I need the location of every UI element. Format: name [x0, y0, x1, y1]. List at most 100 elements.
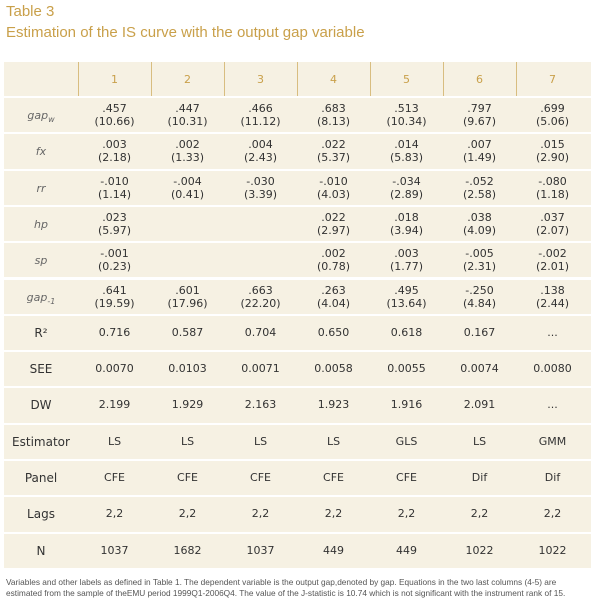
t-statistic: (5.37) [316, 151, 351, 165]
coefficient: -.030 [246, 174, 275, 188]
table-cell: 0.0071 [241, 362, 280, 376]
t-statistic: (10.31) [167, 115, 208, 128]
coefficient: .447 [175, 102, 200, 115]
t-statistic: (19.59) [94, 296, 135, 310]
column-header: 3 [257, 73, 264, 86]
t-statistic: (3.94) [389, 223, 424, 237]
t-statistic: (22.20) [240, 296, 281, 310]
table-cell: 0.650 [317, 325, 350, 339]
table-cell: .138 (2.44) [516, 284, 589, 310]
table-cell: Dif [544, 471, 561, 484]
row-label: Estimator [12, 434, 70, 449]
table-cell: .513 (10.34) [370, 102, 443, 128]
table-cell: 1022 [538, 543, 567, 557]
label-text: fx [35, 145, 47, 159]
coefficient: .038 [467, 210, 492, 224]
coefficient: .015 [540, 138, 565, 152]
row-label: gapw [4, 109, 78, 124]
table-number: Table 3 [6, 3, 55, 20]
t-statistic: (2.01) [535, 260, 570, 274]
table-row [4, 206, 591, 242]
t-statistic: (2.90) [535, 151, 570, 165]
table-cell: CFE [177, 471, 198, 484]
t-statistic: (4.03) [316, 187, 351, 201]
coefficient: .004 [248, 138, 273, 152]
t-statistic: (10.34) [386, 115, 427, 128]
table-cell: -.005 (2.31) [443, 247, 516, 273]
coefficient: .007 [467, 138, 492, 152]
t-statistic: (17.96) [167, 296, 208, 310]
t-statistic: (10.66) [94, 115, 135, 128]
coefficient: .263 [321, 283, 346, 297]
t-statistic: (0.41) [170, 187, 205, 201]
row-label: Lags [27, 507, 55, 522]
coefficient: .037 [540, 210, 565, 224]
table-cell: 449 [323, 543, 344, 557]
t-statistic: (11.12) [240, 115, 281, 128]
row-label: gap-1 [4, 291, 78, 306]
table-cell: Dif [471, 471, 488, 484]
coefficient: .003 [394, 247, 419, 261]
coefficient: -.004 [173, 174, 202, 188]
table-cell: -.250 (4.84) [443, 284, 516, 310]
table-row [4, 352, 591, 387]
table-cell: .004 (2.43) [224, 138, 297, 164]
row-label: sp [4, 254, 78, 267]
coefficient: .002 [175, 138, 200, 152]
table-cell: GLS [395, 434, 418, 448]
t-statistic: (0.78) [316, 260, 351, 274]
table-cell: 0.618 [390, 325, 423, 339]
row-label: DW [30, 398, 52, 413]
table-cell: ... [547, 325, 558, 339]
column-separator [443, 62, 444, 96]
t-statistic: (9.67) [462, 115, 497, 128]
coefficient: .641 [102, 283, 127, 297]
column-header: 6 [476, 73, 483, 86]
coefficient: .003 [102, 138, 127, 152]
column-separator [78, 62, 79, 96]
table-cell: LS [253, 434, 268, 448]
t-statistic: (2.43) [243, 151, 278, 165]
table-row [4, 170, 591, 205]
coefficient: .663 [248, 283, 273, 297]
label-text: sp [34, 254, 48, 268]
column-header: 2 [184, 73, 191, 86]
coefficient: .699 [540, 102, 565, 115]
t-statistic: (8.13) [316, 115, 351, 128]
table-cell: 1037 [246, 543, 275, 557]
table-cell: .022 (5.37) [297, 138, 370, 164]
table-cell: CFE [396, 471, 417, 484]
table-cell: 1682 [173, 543, 202, 557]
table-cell: 1.929 [171, 398, 204, 412]
label-text: rr [36, 181, 46, 195]
coefficient: .466 [248, 102, 273, 115]
label-text: hp [34, 217, 48, 231]
table-cell: 2.163 [244, 398, 277, 412]
t-statistic: (2.18) [97, 151, 132, 165]
table-cell: .683 (8.13) [297, 102, 370, 128]
row-label: R² [34, 325, 48, 340]
table-cell: .457 (10.66) [78, 102, 151, 128]
column-header: 4 [330, 73, 337, 86]
table-row [4, 497, 591, 532]
t-statistic: (2.97) [316, 223, 351, 237]
table-cell: .003 (2.18) [78, 138, 151, 164]
coefficient: -.052 [465, 174, 494, 188]
row-label: rr [4, 182, 78, 195]
coefficient: -.250 [465, 283, 494, 297]
table-cell: ... [547, 398, 558, 412]
table-row [4, 315, 591, 351]
table-cell: 0.0074 [460, 362, 499, 376]
row-label: SEE [29, 362, 53, 377]
table-cell: 2,2 [543, 507, 562, 521]
t-statistic: (2.44) [535, 296, 570, 310]
table-cell: 0.704 [244, 325, 277, 339]
table-row [4, 279, 591, 314]
coefficient: .018 [394, 210, 419, 224]
table-cell: 0.0070 [95, 362, 134, 376]
table-cell: -.052 (2.58) [443, 175, 516, 201]
t-statistic: (1.77) [389, 260, 424, 274]
t-statistic: (1.49) [462, 151, 497, 165]
table-cell: .002 (0.78) [297, 247, 370, 273]
